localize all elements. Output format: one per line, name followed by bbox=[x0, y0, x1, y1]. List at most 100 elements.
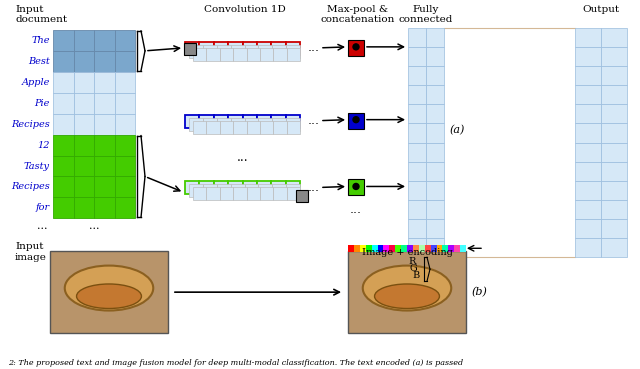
Bar bbox=[408, 28, 426, 47]
Bar bbox=[348, 113, 364, 129]
Bar bbox=[53, 72, 74, 93]
Bar bbox=[189, 184, 203, 197]
Bar bbox=[401, 245, 407, 252]
Bar bbox=[426, 181, 444, 200]
Bar bbox=[408, 238, 426, 257]
Bar bbox=[260, 187, 273, 200]
Bar bbox=[575, 104, 601, 124]
Bar bbox=[214, 42, 228, 55]
Text: ...: ... bbox=[308, 114, 320, 127]
Bar bbox=[189, 118, 203, 131]
Bar bbox=[372, 245, 378, 252]
Bar bbox=[431, 245, 436, 252]
Text: Fully
connected: Fully connected bbox=[399, 5, 453, 24]
Bar bbox=[230, 184, 244, 197]
Bar bbox=[436, 245, 442, 252]
Bar bbox=[200, 42, 214, 55]
Bar bbox=[74, 114, 94, 135]
Bar bbox=[601, 104, 627, 124]
Bar bbox=[296, 190, 308, 203]
Bar bbox=[348, 179, 364, 196]
Bar bbox=[271, 182, 285, 194]
Bar bbox=[233, 48, 246, 61]
Bar bbox=[53, 135, 74, 156]
Bar bbox=[189, 45, 203, 58]
Bar bbox=[74, 176, 94, 197]
Bar bbox=[53, 93, 74, 114]
Bar bbox=[244, 184, 259, 197]
Bar bbox=[348, 251, 466, 333]
Bar bbox=[285, 182, 300, 194]
Bar bbox=[193, 121, 206, 134]
Bar bbox=[74, 72, 94, 93]
Bar bbox=[575, 238, 601, 257]
Text: Apple: Apple bbox=[22, 78, 50, 87]
Bar bbox=[426, 238, 444, 257]
Bar bbox=[426, 28, 444, 47]
Ellipse shape bbox=[65, 266, 153, 311]
Bar bbox=[200, 182, 214, 194]
Text: ...: ... bbox=[308, 181, 320, 194]
Bar bbox=[460, 245, 466, 252]
Bar bbox=[286, 118, 300, 131]
Text: The: The bbox=[31, 36, 50, 45]
Bar bbox=[419, 245, 425, 252]
Bar bbox=[285, 115, 300, 128]
Bar bbox=[408, 162, 426, 181]
Text: Recipes: Recipes bbox=[12, 182, 50, 192]
Text: R: R bbox=[408, 257, 415, 266]
Bar bbox=[53, 51, 74, 72]
Bar bbox=[601, 219, 627, 238]
Bar bbox=[601, 162, 627, 181]
Bar bbox=[257, 182, 271, 194]
Text: ...: ... bbox=[308, 41, 320, 54]
Bar bbox=[220, 187, 233, 200]
Bar bbox=[115, 30, 135, 51]
Bar bbox=[243, 42, 257, 55]
Bar bbox=[575, 200, 601, 219]
Bar bbox=[426, 47, 444, 66]
Bar bbox=[442, 245, 448, 252]
Bar bbox=[206, 121, 220, 134]
Bar bbox=[259, 118, 272, 131]
Bar bbox=[272, 118, 286, 131]
Text: Pie: Pie bbox=[35, 99, 50, 108]
Bar bbox=[601, 238, 627, 257]
Bar bbox=[426, 200, 444, 219]
Bar bbox=[348, 40, 364, 56]
Text: Recipes: Recipes bbox=[12, 120, 50, 129]
Bar bbox=[246, 187, 260, 200]
Bar bbox=[185, 115, 200, 128]
Bar bbox=[426, 66, 444, 85]
Bar bbox=[426, 124, 444, 142]
Text: Best: Best bbox=[28, 57, 50, 66]
Text: B: B bbox=[412, 271, 419, 280]
Bar bbox=[287, 187, 300, 200]
Bar bbox=[220, 121, 233, 134]
Bar bbox=[271, 115, 285, 128]
Text: Convolution 1D: Convolution 1D bbox=[204, 5, 286, 14]
Text: ...: ... bbox=[89, 221, 99, 231]
Text: (a): (a) bbox=[450, 124, 465, 135]
Bar bbox=[228, 42, 243, 55]
Bar bbox=[425, 245, 431, 252]
Text: 2: The proposed text and image fusion model for deep multi-modal classification.: 2: The proposed text and image fusion mo… bbox=[8, 359, 463, 367]
Bar bbox=[214, 115, 228, 128]
Bar bbox=[244, 45, 259, 58]
Bar bbox=[601, 66, 627, 85]
Bar bbox=[228, 115, 243, 128]
Bar bbox=[389, 245, 396, 252]
Bar bbox=[426, 162, 444, 181]
Bar bbox=[383, 245, 389, 252]
Bar bbox=[348, 245, 354, 252]
Bar bbox=[185, 182, 200, 194]
Bar bbox=[246, 121, 260, 134]
Ellipse shape bbox=[77, 284, 141, 308]
Bar bbox=[233, 187, 246, 200]
Bar bbox=[74, 51, 94, 72]
Bar bbox=[217, 45, 230, 58]
Bar bbox=[74, 30, 94, 51]
Bar bbox=[408, 85, 426, 104]
Bar bbox=[273, 121, 287, 134]
Bar bbox=[575, 47, 601, 66]
